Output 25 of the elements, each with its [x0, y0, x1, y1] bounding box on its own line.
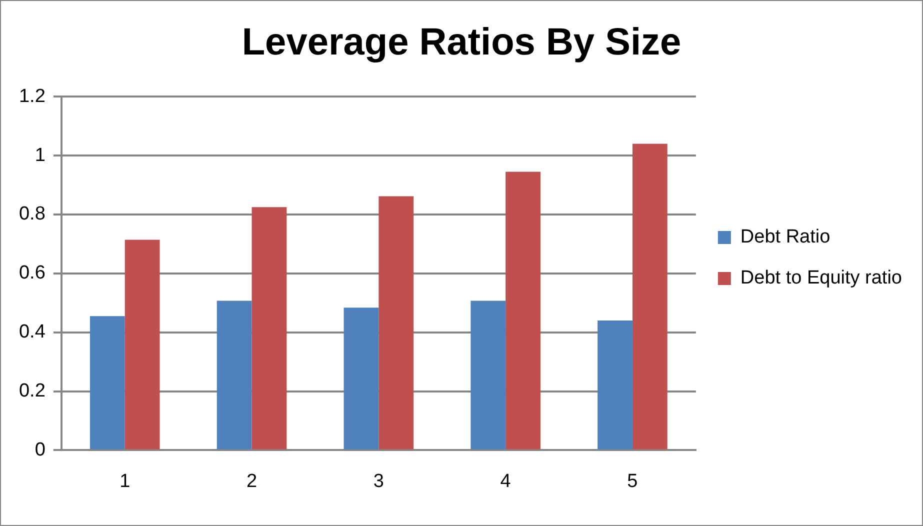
bar: [632, 144, 668, 450]
x-tick-label: 5: [627, 470, 638, 492]
x-tick-label: 4: [500, 470, 512, 492]
bar: [378, 196, 414, 450]
y-tick-label: 0.4: [18, 322, 46, 343]
y-tick-label: 1.2: [18, 86, 46, 107]
legend-label: Debt to Equity ratio: [740, 268, 902, 289]
y-tick-label: 0.2: [18, 380, 46, 402]
legend-label: Debt Ratio: [740, 226, 830, 248]
y-tick-label: 0: [34, 439, 46, 460]
bar: [344, 308, 379, 450]
bar: [506, 172, 540, 450]
bar: [90, 316, 125, 450]
y-tick-label: 1: [34, 144, 46, 166]
x-tick-label: 2: [246, 470, 258, 492]
x-tick-label: 1: [120, 470, 130, 492]
bar: [124, 240, 160, 450]
bar: [216, 300, 252, 450]
bar: [470, 300, 506, 450]
x-tick-label: 3: [373, 470, 384, 492]
bar: [252, 207, 287, 450]
y-tick-label: 0.6: [18, 262, 46, 284]
chart-title: Leverage Ratios By Size: [242, 21, 682, 64]
y-tick-label: 0.8: [18, 204, 46, 225]
bar: [598, 320, 632, 450]
